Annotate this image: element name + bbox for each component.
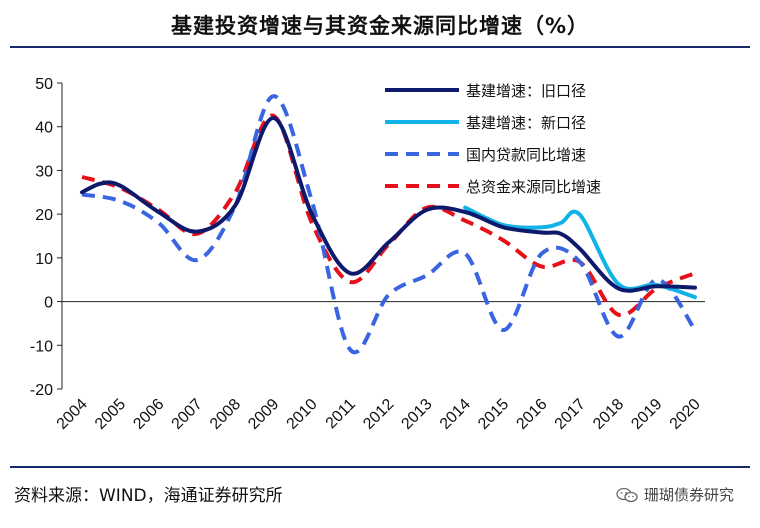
- x-tick-label: 2018: [590, 396, 627, 433]
- chart-title: 基建投资增速与其资金来源同比增速（%）: [170, 14, 590, 38]
- series-domestic-loans: [81, 94, 697, 355]
- x-tick-label: 2012: [360, 396, 397, 433]
- x-tick-label: 2020: [667, 396, 704, 433]
- x-tick-label: 2004: [54, 396, 91, 433]
- y-tick-label: 30: [35, 163, 53, 180]
- x-tick-label: 2005: [92, 396, 129, 433]
- x-tick-label: 2015: [475, 396, 512, 433]
- y-tick-label: 40: [35, 120, 53, 137]
- wechat-icon: [616, 487, 638, 502]
- x-tick-label: 2009: [245, 396, 282, 433]
- x-tick-label: 2006: [130, 396, 167, 433]
- title-divider: [10, 46, 750, 48]
- line-chart: -20 -10 0 10 20 30 40 50 2004 2005 2006 2007 2008 200…: [30, 76, 705, 433]
- x-tick-label: 2008: [207, 396, 244, 433]
- y-tick-label: 50: [35, 76, 53, 93]
- series-old-basis: [80, 116, 697, 293]
- y-tick-label: -20: [30, 382, 53, 399]
- legend-label: 基建增速：旧口径: [466, 82, 586, 100]
- source-note: 资料来源：WIND，海通证券研究所: [14, 486, 283, 506]
- watermark-text: 珊瑚债券研究: [643, 486, 734, 504]
- x-tick-label: 2019: [628, 396, 665, 433]
- x-tick-label: 2010: [284, 396, 321, 433]
- y-tick-label: 10: [35, 251, 53, 268]
- x-tick-label: 2016: [513, 396, 550, 433]
- x-tick-label: 2011: [323, 396, 359, 432]
- y-tick-label: 20: [35, 207, 53, 224]
- series-lines: [80, 94, 697, 355]
- legend-label: 基建增速：新口径: [466, 114, 586, 132]
- legend-label: 国内贷款同比增速: [466, 146, 586, 164]
- series-new-basis: [463, 205, 697, 300]
- y-tick-label: 0: [44, 295, 53, 312]
- x-tick-label: 2014: [437, 396, 474, 433]
- y-tick-label: -10: [30, 338, 53, 355]
- x-tick-label: 2007: [169, 396, 206, 433]
- legend-label: 总资金来源同比增速: [466, 178, 601, 196]
- axes: -20 -10 0 10 20 30 40 50 2004 2005 2006 2007 2008 200…: [30, 76, 705, 433]
- footer-divider: [10, 466, 750, 468]
- x-tick-label: 2017: [552, 396, 589, 433]
- watermark: 珊瑚债券研究: [616, 484, 734, 505]
- series-total-funding: [81, 113, 696, 318]
- x-tick-label: 2013: [398, 396, 435, 433]
